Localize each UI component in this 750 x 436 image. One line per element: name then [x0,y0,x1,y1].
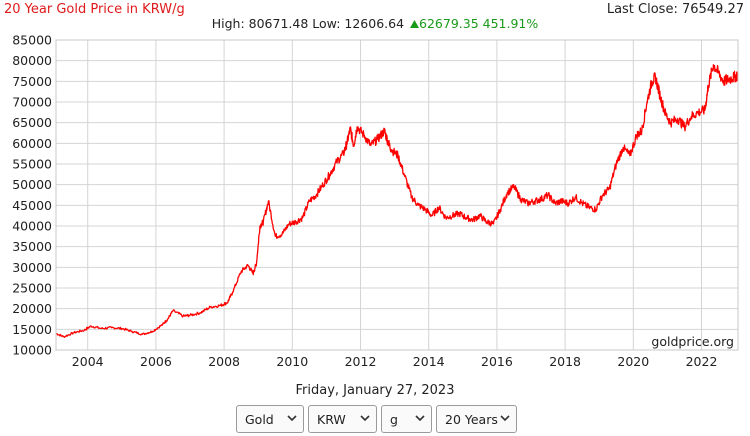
price-line [55,64,739,338]
date-label: Friday, January 27, 2023 [295,383,455,398]
y-tick-label: 50000 [12,177,52,192]
y-tick-label: 70000 [12,95,52,110]
watermark: goldprice.org [651,334,734,349]
x-tick-label: 2010 [276,354,308,369]
metal-select-value: Gold [245,411,274,427]
y-tick-label: 40000 [12,219,52,234]
x-tick-label: 2022 [686,354,718,369]
currency-select-value: KRW [317,411,346,427]
triangle-up-icon [410,20,420,28]
range-select[interactable]: 20 Years [436,405,517,433]
gold-price-chart: 10000 15000 20000 25000 30000 35000 40000 45000… [12,33,739,369]
unit-select-value: g [390,411,398,427]
y-tick-label: 60000 [12,136,52,151]
x-tick-label: 2014 [413,354,445,369]
y-tick-label: 20000 [12,301,52,316]
chart-title: 20 Year Gold Price in KRW/g [4,2,185,17]
currency-select[interactable]: KRW [308,405,377,433]
y-tick-label: 45000 [12,198,52,213]
x-axis-ticks: 2004 2006 2008 2010 2012 2014 2016 2018 2020 2022 [72,354,718,369]
x-tick-label: 2016 [481,354,513,369]
stats-line: High: 80671.48 Low: 12606.64 62679.35 45… [0,16,750,31]
chevron-down-icon [287,415,297,422]
y-tick-label: 85000 [12,33,52,48]
high-low: High: 80671.48 Low: 12606.64 [211,16,405,31]
y-tick-label: 80000 [12,53,52,68]
chart-grid [56,39,738,351]
chevron-down-icon [415,415,425,422]
chart-controls: Gold KRW g 20 Years [0,405,750,435]
change-value: 62679.35 451.91% [408,16,538,31]
range-select-value: 20 Years [445,411,498,427]
y-tick-label: 30000 [12,260,52,275]
last-close: Last Close: 76549.27 [606,2,744,17]
y-tick-label: 65000 [12,115,52,130]
x-tick-label: 2004 [72,354,104,369]
y-tick-label: 25000 [12,281,52,296]
metal-select[interactable]: Gold [236,405,304,433]
chevron-down-icon [360,415,370,422]
y-tick-label: 15000 [12,322,52,337]
x-tick-label: 2020 [617,354,649,369]
y-tick-label: 35000 [12,239,52,254]
chevron-down-icon [500,415,510,422]
y-tick-label: 55000 [12,157,52,172]
y-axis-ticks: 10000 15000 20000 25000 30000 35000 40000 45000… [12,33,52,358]
plot-border [55,39,739,351]
unit-select[interactable]: g [381,405,432,433]
y-tick-label: 10000 [12,343,52,358]
x-tick-label: 2012 [345,354,377,369]
x-tick-label: 2018 [549,354,581,369]
x-tick-label: 2008 [208,354,240,369]
x-tick-label: 2006 [140,354,172,369]
change-text: 62679.35 451.91% [419,16,539,31]
y-tick-label: 75000 [12,74,52,89]
